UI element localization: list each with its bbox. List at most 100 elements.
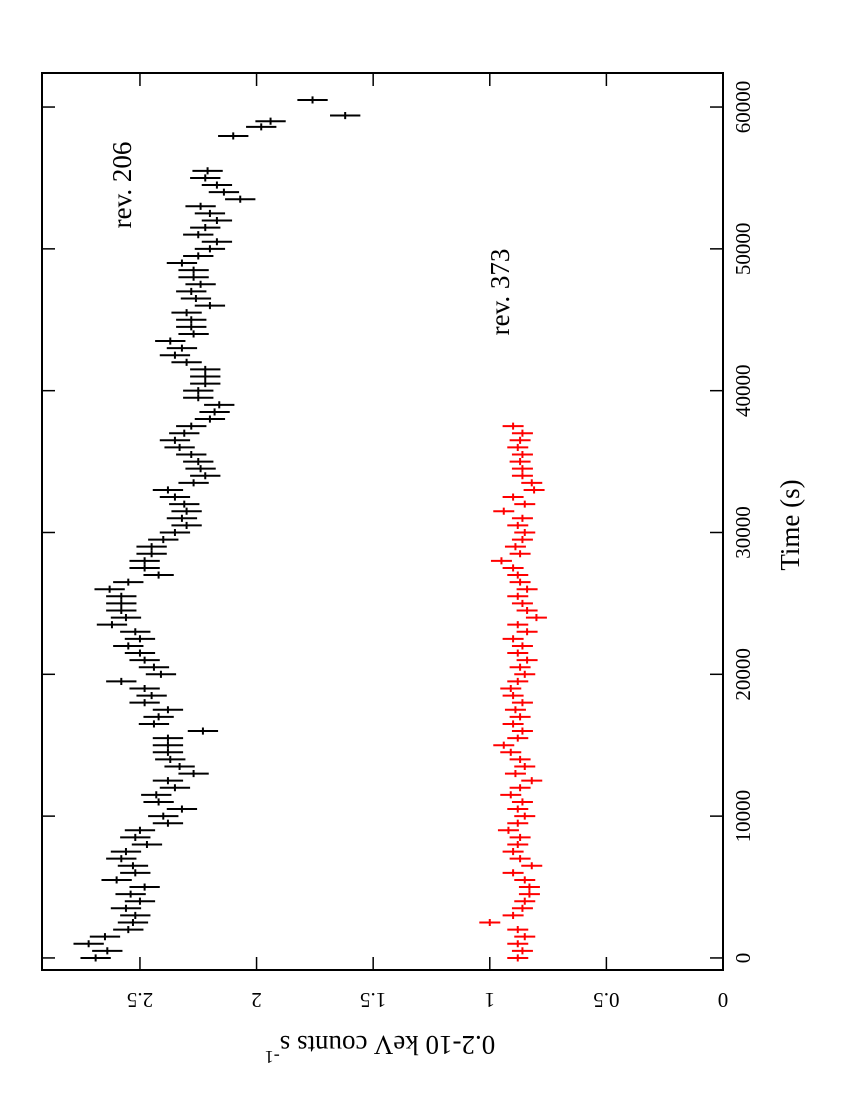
y-axis-title-text: 0.2-10 keV counts s	[280, 1030, 496, 1060]
error-bar-point	[514, 528, 536, 537]
error-bar-point	[502, 720, 524, 728]
error-bar-point	[201, 216, 233, 225]
error-bar-point	[148, 536, 179, 544]
error-bar-point	[143, 798, 174, 806]
error-bar-point	[523, 486, 545, 494]
error-bar-point	[159, 784, 191, 792]
x-tick-label: 60000	[731, 81, 755, 134]
error-bar-point	[190, 174, 221, 182]
error-bar-point	[511, 947, 533, 955]
error-bar-point	[178, 770, 209, 778]
error-bar-point	[507, 819, 529, 827]
error-bar-point	[511, 699, 533, 707]
frame	[41, 72, 724, 971]
error-bar-point	[190, 380, 221, 388]
error-bar-point	[525, 614, 547, 622]
error-bar-point	[106, 606, 137, 615]
error-bar-point	[493, 741, 515, 749]
error-bar-point	[152, 819, 184, 827]
error-bar-point	[516, 628, 538, 636]
error-bar-point	[178, 273, 209, 281]
error-bar-point	[110, 904, 142, 912]
error-bar-point	[152, 741, 184, 749]
error-bar-point	[171, 309, 202, 317]
error-bar-point	[101, 876, 132, 884]
error-bar-point	[516, 606, 538, 615]
error-bar-point	[514, 876, 536, 884]
error-bar-point	[164, 443, 195, 451]
error-bar-point	[511, 642, 533, 650]
error-bar-point	[225, 195, 256, 203]
error-bar-point	[166, 805, 198, 813]
error-bar-point	[507, 521, 529, 529]
y-axis-title: 0.2-10 keV counts s-1	[265, 1030, 496, 1067]
error-bar-point	[509, 550, 531, 558]
error-bar-point	[120, 869, 151, 877]
error-bar-point	[511, 514, 533, 522]
error-bar-point	[143, 713, 174, 721]
error-bar-point	[516, 585, 538, 593]
error-bar-point	[180, 294, 212, 303]
error-bar-point	[176, 316, 207, 324]
error-bar-point	[166, 344, 198, 352]
error-bar-point	[110, 614, 142, 622]
x-tick-label: 30000	[731, 506, 755, 559]
error-bar-point	[106, 855, 137, 863]
error-bar-point	[201, 181, 233, 189]
error-bar-point	[187, 727, 219, 735]
error-bar-point	[136, 692, 167, 700]
error-bar-point	[504, 770, 526, 778]
error-bar-point	[199, 408, 230, 416]
error-bar-point	[208, 188, 240, 196]
error-bar-point	[176, 422, 207, 430]
error-bar-point	[511, 472, 533, 480]
error-bar-point	[511, 429, 533, 437]
error-bar-point	[502, 692, 524, 700]
error-bar-point	[106, 677, 137, 685]
error-bar-point	[500, 684, 522, 693]
error-bar-point	[514, 500, 536, 508]
error-bar-point	[138, 720, 170, 728]
error-bar-point	[507, 940, 529, 948]
error-bar-point	[509, 784, 531, 792]
error-bar-point	[164, 762, 195, 771]
error-bar-point	[194, 245, 226, 253]
y-tick-label: 1	[485, 988, 496, 1012]
error-bar-point	[190, 224, 221, 232]
error-bar-point	[297, 96, 328, 104]
error-bar-point	[92, 947, 123, 955]
error-bar-point	[521, 862, 543, 870]
error-bar-point	[143, 571, 174, 579]
error-bar-point	[194, 302, 226, 310]
error-bar-point	[493, 507, 515, 515]
error-bar-point	[117, 862, 149, 870]
error-bar-point	[106, 599, 137, 607]
error-bar-point	[166, 514, 198, 522]
error-bar-point	[113, 578, 144, 586]
error-bar-point	[502, 869, 524, 877]
error-bar-point	[507, 926, 529, 934]
error-bar-point	[73, 940, 104, 948]
error-bar-point	[124, 826, 156, 834]
error-bar-point	[479, 918, 501, 927]
error-bar-point	[124, 897, 156, 905]
x-tick-label: 40000	[731, 364, 755, 417]
error-bar-point	[136, 543, 167, 551]
error-bar-point	[171, 507, 202, 515]
error-bar-point	[113, 642, 144, 650]
error-bar-point	[218, 132, 249, 140]
error-bar-point	[511, 450, 533, 459]
error-bar-point	[204, 401, 235, 409]
error-bar-point	[124, 649, 156, 657]
error-bar-point	[159, 436, 191, 444]
y-axis-title-sup: -1	[265, 1047, 280, 1067]
error-bar-point	[504, 543, 526, 551]
error-bar-point	[152, 748, 184, 756]
error-bar-point	[502, 848, 524, 856]
error-bar-point	[94, 585, 125, 593]
error-bar-point	[507, 571, 529, 579]
y-tick-label: 1.5	[360, 988, 386, 1012]
plot-area: 0 10000 20000 30000 40000 50000 60000 0 0.5 1 1.5 2…	[41, 72, 805, 1067]
error-bar-point	[504, 706, 526, 714]
error-bar-point	[502, 911, 524, 919]
